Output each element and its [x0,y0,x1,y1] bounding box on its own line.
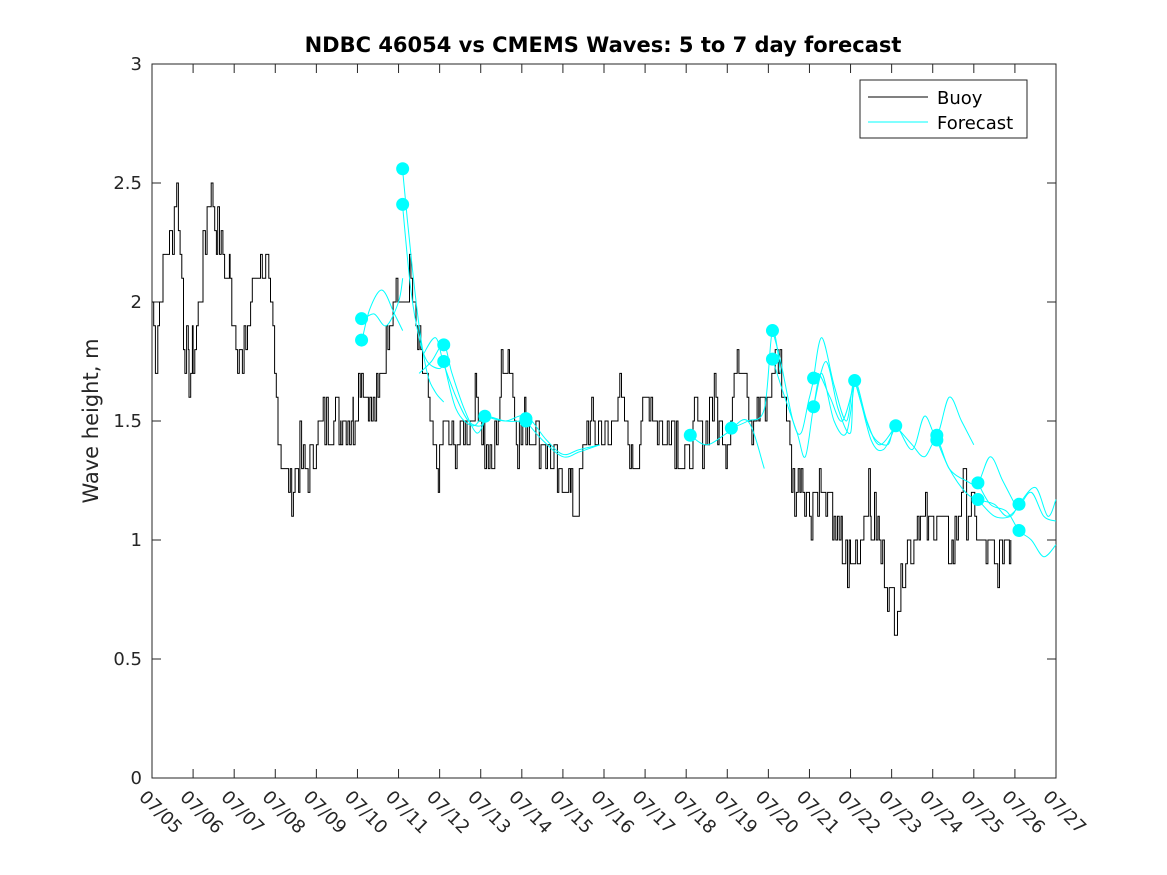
forecast-marker [765,352,779,366]
forecast-marker [971,476,985,490]
x-tick-label: 07/11 [381,787,433,839]
forecast-line [402,171,445,403]
y-axis-label: Wave height, m [79,338,103,503]
forecast-line [422,337,486,427]
forecast-line [361,278,404,327]
forecast-marker [807,371,821,385]
x-tick-label: 07/14 [504,787,556,839]
forecast-line [813,360,897,452]
x-tick-label: 07/27 [1038,787,1090,839]
y-tick-label: 2.5 [113,173,142,194]
x-tick-label: 07/18 [669,787,721,839]
forecast-marker [1012,523,1026,537]
forecast-marker [848,374,862,388]
y-tick-label: 0.5 [113,649,142,670]
y-tick-label: 2 [131,292,142,313]
forecast-series [355,162,1057,558]
x-tick-label: 07/17 [628,787,680,839]
legend: Buoy Forecast [859,79,1028,139]
x-tick-label: 07/21 [792,787,844,839]
y-tick-label: 3 [131,54,142,75]
y-tick-label: 1 [131,530,142,551]
chart-title: NDBC 46054 vs CMEMS Waves: 5 to 7 day fo… [305,33,902,57]
forecast-marker [930,433,944,447]
x-tick-label: 07/08 [258,787,310,839]
plot-area [151,63,1057,779]
x-tick-label: 07/26 [997,787,1049,839]
forecast-marker [1012,497,1026,511]
y-tick-label: 1.5 [113,411,142,432]
forecast-marker [765,324,779,338]
forecast-marker [724,421,738,435]
forecast-marker [807,400,821,414]
x-tick-label: 07/10 [340,787,392,839]
x-tick-label: 07/15 [545,787,597,839]
x-tick-label: 07/20 [751,787,803,839]
x-tick-label: 07/19 [710,787,762,839]
x-tick-label: 07/16 [586,787,638,839]
x-tick-label: 07/09 [299,787,351,839]
forecast-marker [437,338,451,352]
legend-buoy-label: Buoy [937,88,983,109]
forecast-marker [355,333,369,347]
forecast-marker [971,493,985,507]
x-tick-label: 07/06 [176,787,228,839]
x-tick-label: 07/24 [915,787,967,839]
forecast-line [418,344,486,434]
forecast-line [936,439,1057,522]
x-tick-label: 07/05 [134,787,186,839]
legend-forecast-label: Forecast [937,113,1013,134]
forecast-marker [478,409,492,423]
forecast-line [402,206,445,370]
forecast-line [484,415,601,456]
x-tick-label: 07/13 [463,787,515,839]
x-tick-label: 07/12 [422,787,474,839]
forecast-marker [355,312,369,326]
forecast-line [813,337,897,446]
x-tick-label: 07/23 [874,787,926,839]
buoy-series [152,182,1012,636]
x-tick-label: 07/25 [956,787,1008,839]
x-tick-label: 07/22 [833,787,885,839]
forecast-marker [683,428,697,442]
buoy-line [152,182,1012,636]
forecast-line [772,330,856,435]
forecast-line [854,380,975,451]
legend-box [859,79,1028,139]
forecast-line [525,420,601,458]
forecast-marker [519,414,533,428]
forecast-marker [889,419,903,433]
forecast-marker [396,162,410,176]
forecast-line [895,425,1016,505]
forecast-marker [396,197,410,211]
forecast-marker [437,355,451,368]
y-tick-label: 0 [131,768,142,789]
x-tick-label: 07/07 [217,787,269,839]
